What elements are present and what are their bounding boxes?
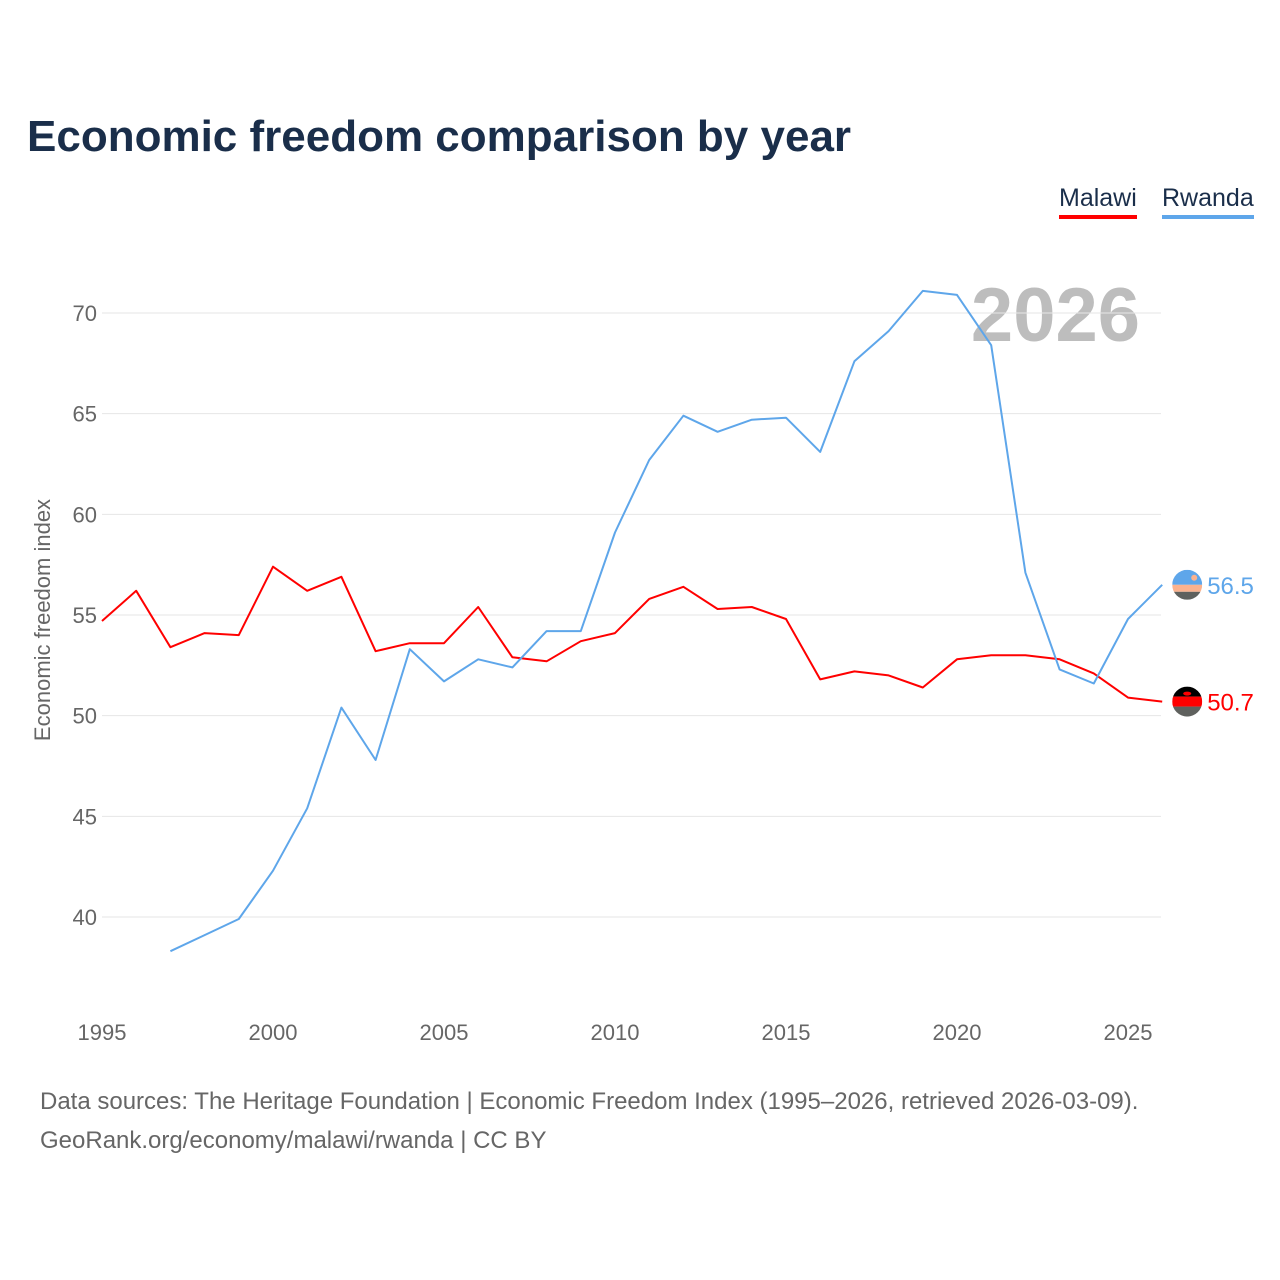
- x-tick-label: 2020: [933, 1020, 982, 1045]
- y-tick-label: 70: [73, 301, 97, 326]
- y-tick-label: 45: [73, 804, 97, 829]
- x-tick-label: 2025: [1104, 1020, 1153, 1045]
- year-watermark: 2026: [971, 273, 1140, 358]
- y-tick-label: 50: [73, 704, 97, 729]
- x-tick-label: 2005: [420, 1020, 469, 1045]
- flag-icon-malawi: [1172, 686, 1203, 717]
- y-tick-label: 40: [73, 905, 97, 930]
- y-tick-label: 65: [73, 402, 97, 427]
- x-tick-label: 2000: [249, 1020, 298, 1045]
- x-tick-label: 2010: [591, 1020, 640, 1045]
- legend-item-rwanda[interactable]: Rwanda: [1162, 184, 1254, 219]
- end-label-malawi: 50.7: [1207, 690, 1254, 717]
- chart-title: Economic freedom comparison by year: [27, 112, 852, 161]
- y-tick-label: 60: [73, 502, 97, 527]
- x-tick-label: 2015: [762, 1020, 811, 1045]
- end-label-rwanda: 56.5: [1207, 573, 1254, 600]
- flag-icon-rwanda: [1172, 569, 1203, 600]
- y-tick-label: 55: [73, 603, 97, 628]
- series-line-rwanda: [169, 289, 1163, 953]
- series-line-malawi: [101, 565, 1163, 703]
- footer-sources: Data sources: The Heritage Foundation | …: [40, 1088, 1139, 1115]
- footer-link[interactable]: GeoRank.org/economy/malawi/rwanda | CC B…: [40, 1127, 547, 1154]
- y-axis-label: Economic freedom index: [30, 499, 55, 741]
- legend-item-malawi[interactable]: Malawi: [1059, 184, 1137, 219]
- x-tick-label: 1995: [78, 1020, 127, 1045]
